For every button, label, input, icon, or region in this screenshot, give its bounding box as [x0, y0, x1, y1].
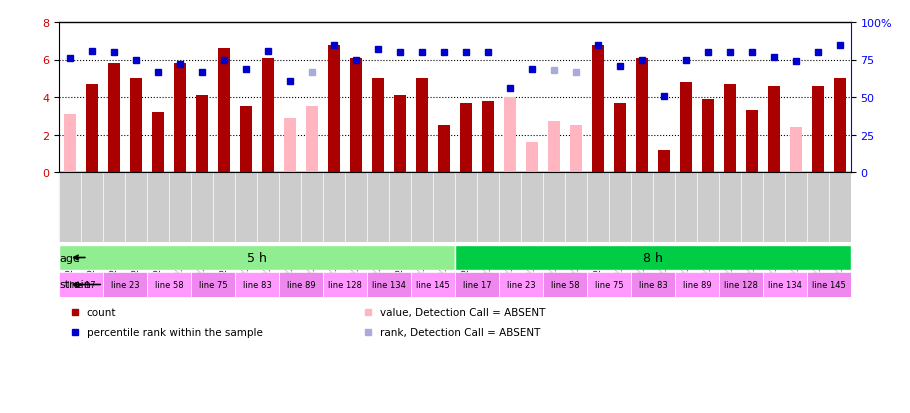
Bar — [323, 272, 367, 297]
Text: 5 h: 5 h — [248, 252, 267, 264]
Bar — [587, 272, 631, 297]
Bar — [130, 79, 142, 173]
Bar — [592, 45, 604, 173]
Text: line 23: line 23 — [111, 280, 139, 289]
Bar — [196, 96, 208, 173]
Text: count: count — [86, 307, 116, 317]
Bar — [614, 103, 626, 173]
Bar — [284, 119, 296, 173]
Text: rank, Detection Call = ABSENT: rank, Detection Call = ABSENT — [379, 327, 541, 337]
Bar — [64, 114, 76, 173]
Bar — [702, 100, 714, 173]
Bar — [86, 85, 98, 173]
Bar — [482, 102, 494, 173]
Text: line 145: line 145 — [812, 280, 845, 289]
Text: line 23: line 23 — [507, 280, 535, 289]
Bar — [328, 45, 340, 173]
Bar — [218, 49, 230, 173]
Text: strain: strain — [59, 280, 91, 290]
Text: line 89: line 89 — [682, 280, 712, 289]
Bar — [570, 126, 582, 173]
Bar — [59, 272, 103, 297]
Bar — [504, 98, 516, 173]
Text: line 17: line 17 — [66, 280, 96, 289]
Text: line 58: line 58 — [551, 280, 580, 289]
Bar — [191, 272, 235, 297]
Bar — [746, 111, 758, 173]
Bar — [719, 272, 763, 297]
Bar — [350, 59, 362, 173]
Bar — [416, 79, 428, 173]
Text: line 17: line 17 — [462, 280, 491, 289]
Bar — [372, 79, 384, 173]
Text: line 128: line 128 — [329, 280, 362, 289]
Text: line 75: line 75 — [198, 280, 228, 289]
Text: line 89: line 89 — [287, 280, 316, 289]
Text: age: age — [59, 253, 80, 263]
Bar — [411, 272, 455, 297]
Text: line 128: line 128 — [724, 280, 758, 289]
Bar — [763, 272, 807, 297]
Bar — [147, 272, 191, 297]
Text: value, Detection Call = ABSENT: value, Detection Call = ABSENT — [379, 307, 545, 317]
Bar — [675, 272, 719, 297]
Text: line 134: line 134 — [768, 280, 802, 289]
Bar — [834, 79, 846, 173]
Bar — [548, 122, 560, 173]
Text: line 58: line 58 — [155, 280, 184, 289]
Text: 8 h: 8 h — [643, 252, 662, 264]
Bar — [807, 272, 851, 297]
Bar — [438, 126, 450, 173]
Bar — [394, 96, 406, 173]
Bar — [526, 142, 538, 173]
Text: line 83: line 83 — [639, 280, 667, 289]
Bar — [235, 272, 279, 297]
Bar — [723, 85, 736, 173]
Bar — [631, 272, 675, 297]
Text: line 75: line 75 — [594, 280, 623, 289]
Bar — [680, 83, 692, 173]
Text: percentile rank within the sample: percentile rank within the sample — [86, 327, 263, 337]
Bar — [636, 59, 648, 173]
Bar — [108, 64, 120, 173]
Bar — [174, 64, 187, 173]
Text: line 134: line 134 — [372, 280, 406, 289]
Bar — [262, 59, 274, 173]
Bar — [812, 87, 824, 173]
Bar — [790, 128, 802, 173]
Bar — [455, 272, 499, 297]
Text: line 83: line 83 — [243, 280, 271, 289]
Bar — [279, 272, 323, 297]
Bar — [455, 245, 851, 271]
Bar — [103, 272, 147, 297]
Text: line 145: line 145 — [416, 280, 450, 289]
Bar — [499, 272, 543, 297]
Bar — [240, 107, 252, 173]
Bar — [59, 245, 455, 271]
Bar — [543, 272, 587, 297]
Bar — [367, 272, 411, 297]
Bar — [152, 113, 164, 173]
Bar — [658, 150, 670, 173]
Bar — [306, 107, 318, 173]
Bar — [768, 87, 780, 173]
Bar — [460, 103, 472, 173]
